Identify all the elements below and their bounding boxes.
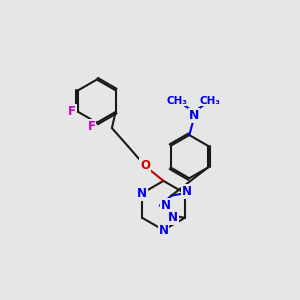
Text: F: F [68, 105, 76, 119]
Text: N: N [136, 187, 147, 200]
Text: N: N [189, 109, 199, 122]
Text: N: N [168, 211, 178, 224]
Text: N: N [182, 185, 192, 198]
Text: N: N [158, 224, 169, 237]
Text: CH₃: CH₃ [167, 96, 188, 106]
Text: N: N [160, 199, 170, 212]
Text: F: F [88, 120, 95, 133]
Text: O: O [140, 159, 150, 172]
Text: CH₃: CH₃ [200, 96, 221, 106]
